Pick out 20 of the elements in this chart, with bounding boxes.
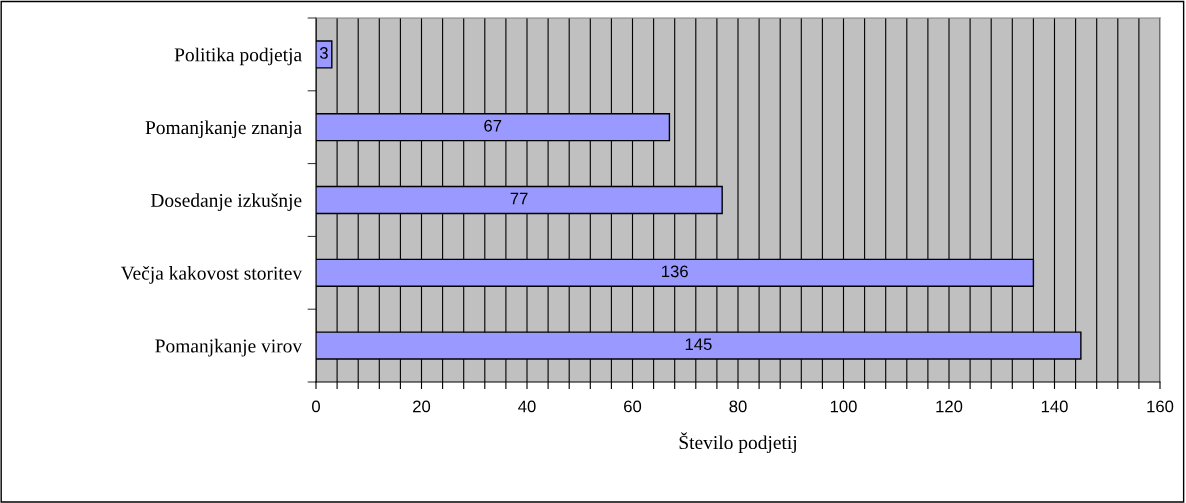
- x-tick-label: 160: [1147, 400, 1174, 413]
- x-axis-title: Število podjetij: [679, 432, 797, 454]
- y-tick-label: Pomanjkanje znanja: [145, 120, 302, 139]
- x-tick-label: 0: [312, 400, 320, 413]
- y-tick-label: Večja kakovost storitev: [120, 266, 303, 284]
- x-tick-label: 60: [624, 400, 642, 413]
- y-tick-label: Politika podjetja: [174, 47, 302, 66]
- data-label: 77: [510, 192, 528, 205]
- y-tick-label: Pomanjkanje virov: [155, 338, 303, 357]
- x-tick-label: 140: [1041, 400, 1068, 413]
- x-tick-label: 40: [518, 400, 536, 413]
- data-label: 136: [662, 265, 688, 278]
- data-label: 67: [484, 119, 502, 132]
- data-label: 3: [319, 47, 328, 59]
- x-tick-label: 80: [729, 400, 747, 413]
- x-tick-label: 120: [936, 400, 963, 413]
- x-tick-label: 100: [830, 400, 857, 413]
- x-tick-label: 20: [413, 400, 431, 413]
- data-label: 145: [685, 338, 712, 351]
- y-tick-label: Dosedanje izkušnje: [150, 193, 302, 211]
